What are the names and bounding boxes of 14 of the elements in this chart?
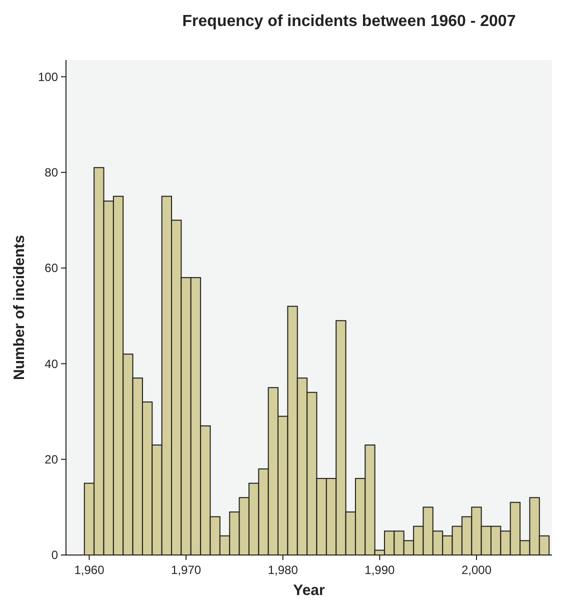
x-tick-label: 2,000 <box>461 563 492 577</box>
y-tick-label: 20 <box>44 452 58 467</box>
y-tick-label: 100 <box>38 70 58 84</box>
x-tick-label: 1,990 <box>364 563 396 577</box>
y-tick-label: 0 <box>51 548 58 562</box>
chart-title: Frequency of incidents between 1960 - 2007 <box>182 13 516 30</box>
y-tick-label: 80 <box>44 166 58 180</box>
x-tick-label: 1,970 <box>171 563 202 577</box>
x-tick-label: 1,960 <box>74 563 105 577</box>
y-axis-title: Number of incidents <box>11 234 28 380</box>
y-tick-label: 60 <box>44 261 58 276</box>
y-tick-label: 40 <box>44 356 58 371</box>
x-tick-label: 1,980 <box>268 563 298 577</box>
x-axis-title: Year <box>293 582 326 599</box>
